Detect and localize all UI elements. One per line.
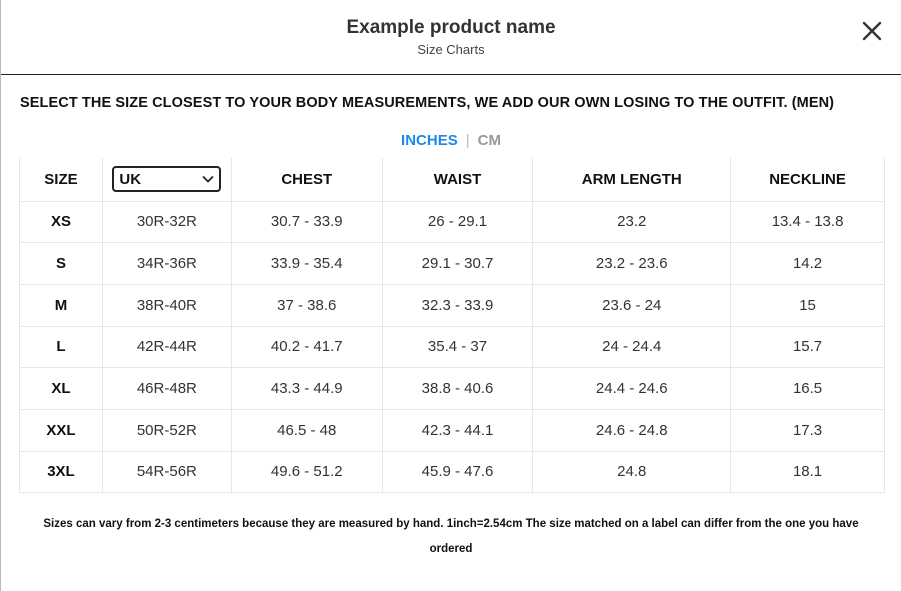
cell-waist: 35.4 - 37 <box>381 325 534 369</box>
cell-size: 3XL <box>19 450 103 494</box>
cell-size: S <box>19 242 103 285</box>
modal-subtitle: Size Charts <box>417 42 485 57</box>
cell-arm-length: 24.8 <box>532 450 732 494</box>
table-row: 3XL 54R-56R 49.6 - 51.2 45.9 - 47.6 24.8 18.1 <box>19 450 885 494</box>
cell-uk: 34R-36R <box>101 242 232 285</box>
cell-arm-length: 24.6 - 24.8 <box>532 408 732 452</box>
table-row: XXL 50R-52R 46.5 - 48 42.3 - 44.1 24.6 - 24.… <box>19 408 885 452</box>
cell-neckline: 17.3 <box>730 408 885 452</box>
cell-size: M <box>19 283 103 327</box>
cell-neckline: 15 <box>730 283 885 327</box>
unit-toggle: INCHES | CM <box>1 132 901 149</box>
cell-chest: 46.5 - 48 <box>230 408 383 452</box>
table-row: XS 30R-32R 30.7 - 33.9 26 - 29.1 23.2 13.4 - … <box>19 200 885 244</box>
cell-arm-length: 24.4 - 24.6 <box>532 367 732 410</box>
cell-neckline: 18.1 <box>730 450 885 494</box>
column-header-size: SIZE <box>19 158 103 202</box>
cell-size: XS <box>19 200 103 244</box>
cell-arm-length: 23.2 <box>532 200 732 244</box>
cell-neckline: 13.4 - 13.8 <box>730 200 885 244</box>
table-row: XL 46R-48R 43.3 - 44.9 38.8 - 40.6 24.4 - 24… <box>19 367 885 410</box>
instructions-heading: SELECT THE SIZE CLOSEST TO YOUR BODY MEA… <box>20 95 835 111</box>
cell-uk: 46R-48R <box>101 367 232 410</box>
region-select[interactable]: UK <box>112 166 222 193</box>
cell-neckline: 16.5 <box>730 367 885 410</box>
cell-neckline: 14.2 <box>730 242 885 285</box>
cell-size: L <box>19 325 103 369</box>
cell-waist: 29.1 - 30.7 <box>381 242 534 285</box>
table-row: M 38R-40R 37 - 38.6 32.3 - 33.9 23.6 - 24 15 <box>19 283 885 327</box>
cell-chest: 30.7 - 33.9 <box>230 200 383 244</box>
column-header-waist: WAIST <box>381 158 534 202</box>
cell-arm-length: 23.2 - 23.6 <box>532 242 732 285</box>
cell-waist: 32.3 - 33.9 <box>381 283 534 327</box>
unit-inches-tab[interactable]: INCHES <box>401 132 458 149</box>
table-row: L 42R-44R 40.2 - 41.7 35.4 - 37 24 - 24.4 15.… <box>19 325 885 369</box>
cell-arm-length: 24 - 24.4 <box>532 325 732 369</box>
cell-waist: 38.8 - 40.6 <box>381 367 534 410</box>
cell-neckline: 15.7 <box>730 325 885 369</box>
cell-arm-length: 23.6 - 24 <box>532 283 732 327</box>
cell-size: XL <box>19 367 103 410</box>
cell-chest: 43.3 - 44.9 <box>230 367 383 410</box>
size-disclaimer: Sizes can vary from 2-3 centimeters beca… <box>43 518 859 555</box>
product-title: Example product name <box>346 17 556 38</box>
cell-uk: 50R-52R <box>101 408 232 452</box>
cell-size: XXL <box>19 408 103 452</box>
cell-chest: 40.2 - 41.7 <box>230 325 383 369</box>
cell-uk: 54R-56R <box>101 450 232 494</box>
cell-uk: 42R-44R <box>101 325 232 369</box>
cell-waist: 42.3 - 44.1 <box>381 408 534 452</box>
column-header-neckline: NECKLINE <box>730 158 885 202</box>
column-header-arm-length: ARM LENGTH <box>532 158 732 202</box>
size-table: SIZE UK CHEST WAIST ARM LENGTH NECKLINE … <box>19 158 885 494</box>
unit-divider: | <box>465 132 470 149</box>
table-row: S 34R-36R 33.9 - 35.4 29.1 - 30.7 23.2 - 23.… <box>19 242 885 285</box>
cell-chest: 37 - 38.6 <box>230 283 383 327</box>
close-icon[interactable] <box>861 20 883 42</box>
cell-uk: 38R-40R <box>101 283 232 327</box>
cell-waist: 26 - 29.1 <box>381 200 534 244</box>
region-select-value: UK <box>119 170 142 188</box>
cell-chest: 33.9 - 35.4 <box>230 242 383 285</box>
cell-uk: 30R-32R <box>101 200 232 244</box>
modal-header: Example product name Size Charts <box>1 0 901 75</box>
cell-chest: 49.6 - 51.2 <box>230 450 383 494</box>
chevron-down-icon <box>202 176 214 184</box>
column-header-chest: CHEST <box>230 158 383 202</box>
unit-cm-tab[interactable]: CM <box>477 132 501 149</box>
column-header-region: UK <box>101 158 232 202</box>
cell-waist: 45.9 - 47.6 <box>381 450 534 494</box>
table-header-row: SIZE UK CHEST WAIST ARM LENGTH NECKLINE <box>19 158 885 202</box>
